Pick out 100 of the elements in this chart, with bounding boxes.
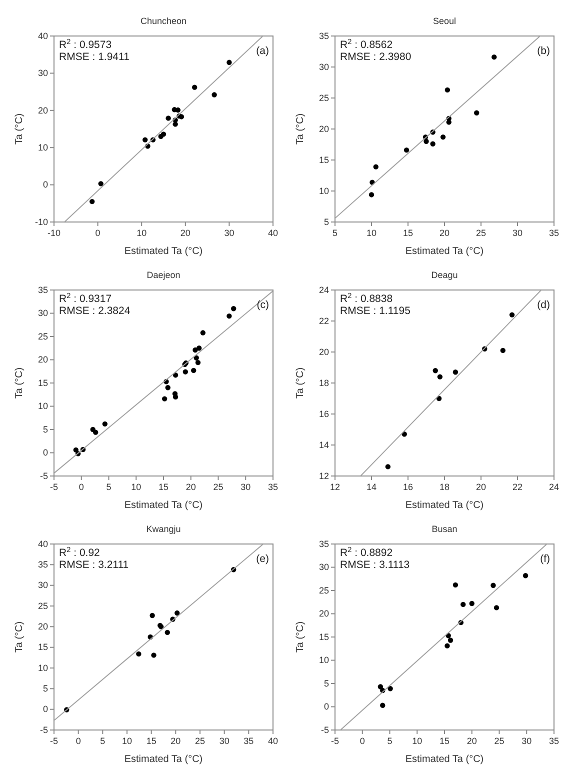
y-tick-label: 20 bbox=[38, 105, 48, 116]
x-axis-title: Estimated Ta (°C) bbox=[405, 246, 484, 257]
point bbox=[212, 92, 217, 98]
point bbox=[191, 368, 196, 374]
y-tick-label: 22 bbox=[318, 316, 329, 326]
x-tick-label: 25 bbox=[476, 228, 486, 238]
x-tick-label: 0 bbox=[76, 736, 81, 746]
y-tick-label: -5 bbox=[40, 724, 48, 735]
x-tick-label: -5 bbox=[330, 736, 340, 746]
y-tick-label: 16 bbox=[318, 408, 329, 419]
y-tick-label: 25 bbox=[318, 92, 329, 103]
x-tick-label: 0 bbox=[78, 482, 84, 492]
y-tick-label: 20 bbox=[318, 608, 329, 619]
y-tick-label: -10 bbox=[34, 216, 48, 227]
point bbox=[165, 385, 170, 390]
y-tick-label: 5 bbox=[324, 216, 329, 227]
point bbox=[200, 330, 206, 336]
annotation: RMSE : 3.2111 bbox=[59, 559, 129, 571]
x-tick-label: 24 bbox=[548, 482, 560, 492]
point bbox=[437, 374, 443, 380]
point bbox=[446, 120, 452, 125]
y-tick-label: 0 bbox=[324, 702, 329, 712]
y-tick-label: 30 bbox=[318, 562, 329, 572]
point bbox=[448, 638, 454, 643]
x-tick-label: 16 bbox=[402, 482, 414, 492]
point bbox=[136, 651, 142, 657]
annotation: R$^{2}$ : 0.9573 bbox=[59, 36, 112, 51]
x-tick-label: 18 bbox=[439, 482, 450, 492]
x-tick-label: 30 bbox=[240, 482, 251, 492]
point bbox=[460, 602, 466, 608]
point bbox=[150, 612, 155, 618]
annotation: R$^{2}$ : 0.9317 bbox=[59, 290, 112, 305]
y-tick-label: 24 bbox=[318, 284, 329, 295]
x-tick-label: 10 bbox=[131, 482, 142, 492]
annotation: (f) bbox=[540, 553, 550, 565]
x-tick-label: 20 bbox=[186, 482, 196, 492]
point bbox=[440, 134, 446, 140]
x-tick-label: 40 bbox=[268, 736, 278, 746]
annotation: R$^{2}$ : 0.8562 bbox=[340, 36, 393, 51]
point bbox=[452, 582, 458, 588]
annotation: (e) bbox=[256, 553, 269, 565]
x-tick-label: 15 bbox=[158, 482, 169, 492]
point bbox=[73, 447, 78, 453]
x-tick-label: 30 bbox=[219, 736, 230, 746]
x-tick-label: 5 bbox=[387, 736, 392, 746]
annotation: RMSE : 2.3980 bbox=[340, 51, 412, 63]
y-tick-label: 15 bbox=[38, 378, 48, 388]
x-tick-label: 20 bbox=[180, 228, 190, 238]
point bbox=[151, 652, 156, 658]
annotation: R$^{2}$ : 0.92 bbox=[59, 544, 100, 559]
chart-title: Chuncheon bbox=[140, 16, 187, 26]
point bbox=[174, 610, 180, 616]
point bbox=[172, 122, 178, 127]
point bbox=[373, 164, 378, 170]
point bbox=[500, 348, 506, 354]
y-tick-label: -5 bbox=[320, 724, 329, 735]
y-tick-label: 10 bbox=[38, 401, 48, 412]
point bbox=[196, 346, 202, 351]
y-tick-label: 20 bbox=[38, 354, 48, 365]
point bbox=[162, 396, 168, 402]
y-tick-label: 10 bbox=[318, 655, 329, 666]
chart-title: Seoul bbox=[432, 16, 456, 26]
annotation: RMSE : 1.9411 bbox=[59, 51, 130, 63]
point bbox=[226, 313, 232, 319]
point bbox=[192, 84, 198, 90]
annotation: RMSE : 1.1195 bbox=[340, 305, 411, 317]
x-tick-label: 20 bbox=[170, 736, 181, 746]
y-tick-label: 18 bbox=[318, 378, 329, 388]
y-axis-title: Ta (°C) bbox=[14, 113, 25, 145]
x-tick-label: 0 bbox=[360, 736, 365, 746]
x-tick-label: 5 bbox=[332, 228, 338, 238]
y-tick-label: 5 bbox=[42, 424, 48, 434]
y-tick-label: 15 bbox=[318, 632, 329, 642]
chart-title: Daejeon bbox=[146, 270, 180, 280]
point bbox=[102, 421, 108, 427]
x-tick-label: 30 bbox=[512, 228, 523, 238]
y-tick-label: 10 bbox=[38, 142, 48, 152]
y-tick-label: -5 bbox=[40, 470, 48, 481]
x-axis-title: Estimated Ta (°C) bbox=[405, 754, 484, 765]
point bbox=[93, 430, 98, 435]
annotation: (d) bbox=[537, 299, 550, 311]
x-axis-title: Estimated Ta (°C) bbox=[124, 246, 203, 257]
y-axis-title: Ta (°C) bbox=[14, 367, 25, 399]
x-tick-label: 22 bbox=[512, 482, 523, 492]
annotation: R$^{2}$ : 0.8892 bbox=[340, 544, 393, 559]
x-tick-label: 35 bbox=[548, 736, 560, 746]
x-axis-title: Estimated Ta (°C) bbox=[124, 754, 203, 765]
y-tick-label: 30 bbox=[38, 308, 48, 318]
point bbox=[490, 582, 496, 588]
x-tick-label: 20 bbox=[466, 736, 477, 746]
point bbox=[385, 464, 391, 470]
point bbox=[522, 573, 528, 578]
point bbox=[226, 60, 232, 66]
x-tick-label: 30 bbox=[522, 736, 532, 746]
x-tick-label: 25 bbox=[213, 482, 224, 492]
annotation: (b) bbox=[537, 45, 550, 57]
x-tick-label: 0 bbox=[95, 228, 100, 238]
x-tick-label: 35 bbox=[268, 482, 278, 492]
x-tick-label: 30 bbox=[224, 228, 234, 238]
x-tick-label: 14 bbox=[366, 482, 377, 492]
